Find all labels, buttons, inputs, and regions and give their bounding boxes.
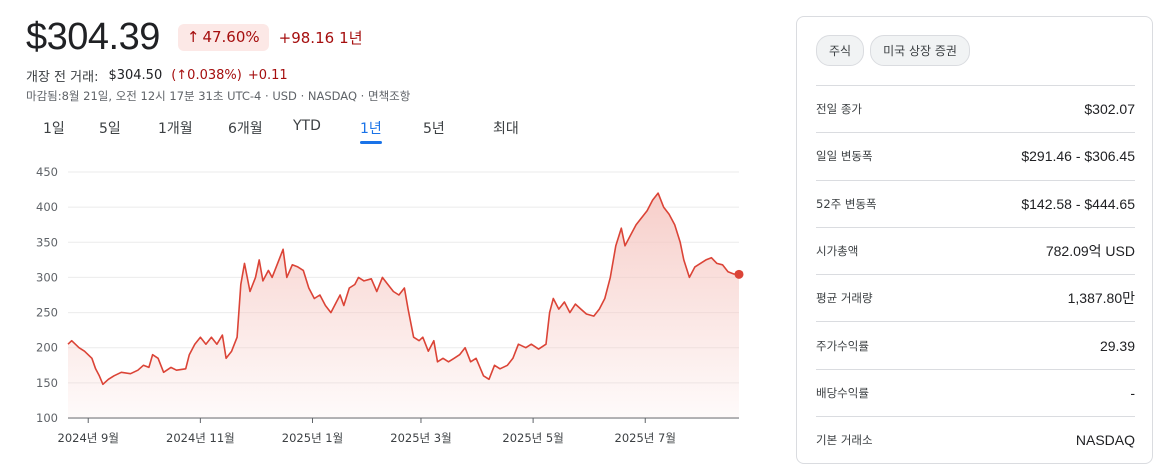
range-tab[interactable]: 5년: [423, 121, 445, 137]
stat-value: 29.39: [1099, 337, 1135, 354]
stat-row: 일일 변동폭 $291.46 - $306.45: [816, 132, 1135, 179]
change-percent-badge: ↑ 47.60%: [177, 24, 269, 51]
premarket-row: 개장 전 거래: $304.50 (↑0.038%) +0.11: [26, 66, 288, 85]
y-tick-label: 300: [36, 270, 58, 284]
y-tick-label: 400: [36, 200, 58, 214]
premarket-label: 개장 전 거래:: [26, 70, 99, 85]
x-tick-label: 2025년 3월: [390, 431, 451, 445]
range-tab[interactable]: YTD: [293, 118, 321, 134]
stats-card: 주식 미국 상장 증권 전일 종가 $302.07 일일 변동폭 $291.46 - $…: [796, 16, 1153, 464]
change-period: 1년: [339, 29, 363, 47]
range-tab[interactable]: 최대: [493, 121, 519, 137]
price-row: $304.39 ↑ 47.60% +98.16 1년: [26, 16, 363, 59]
stat-label: 배당수익률: [816, 385, 869, 400]
y-tick-label: 100: [36, 411, 58, 425]
range-tab[interactable]: 5일: [99, 121, 121, 137]
change-percent: 47.60%: [202, 28, 260, 46]
category-chip[interactable]: 미국 상장 증권: [870, 35, 970, 66]
x-tick-label: 2024년 11월: [166, 431, 235, 445]
stat-label: 주가수익률: [816, 338, 869, 353]
range-tab[interactable]: 1일: [43, 121, 65, 137]
x-tick-label: 2024년 9월: [58, 431, 119, 445]
range-tab[interactable]: 1개월: [158, 121, 193, 137]
x-tick-label: 2025년 1월: [282, 431, 343, 445]
market-meta: 마감됨:8월 21일, 오전 12시 17분 31초 UTC-4 · USD ·…: [26, 89, 411, 103]
y-tick-label: 250: [36, 306, 58, 320]
stat-row: 주가수익률 29.39: [816, 321, 1135, 368]
stat-value: 1,387.80만: [1067, 290, 1135, 307]
x-tick-label: 2025년 7월: [615, 431, 676, 445]
stat-row: 52주 변동폭 $142.58 - $444.65: [816, 179, 1135, 227]
stat-value: $291.46 - $306.45: [1021, 148, 1135, 165]
price-line: [67, 192, 740, 386]
y-tick-label: 350: [36, 235, 58, 249]
stat-value: $142.58 - $444.65: [1021, 195, 1135, 212]
x-tick-label: 2025년 5월: [502, 431, 563, 445]
premarket-price: $304.50: [108, 68, 163, 83]
stat-value: $302.07: [1084, 101, 1135, 118]
stat-row: 시가총액 782.09억 USD: [816, 226, 1135, 274]
stat-label: 시가총액: [816, 244, 859, 259]
stat-label: 52주 변동폭: [816, 196, 877, 211]
up-arrow-icon: ↑: [186, 28, 200, 46]
y-tick-label: 200: [36, 341, 58, 355]
range-tab[interactable]: 6개월: [228, 121, 263, 137]
stat-value: -: [1130, 384, 1135, 401]
stat-label: 전일 종가: [816, 102, 862, 117]
range-tab[interactable]: 1년: [360, 116, 382, 144]
stat-row: 평균 거래량 1,387.80만: [816, 274, 1135, 321]
premarket-change-percent: (↑0.038%): [171, 68, 242, 83]
y-tick-label: 450: [36, 165, 58, 179]
stats-list: 전일 종가 $302.07 일일 변동폭 $291.46 - $306.45 52주 변…: [816, 85, 1135, 463]
stat-row: 전일 종가 $302.07: [816, 85, 1135, 132]
category-chip[interactable]: 주식: [816, 35, 865, 66]
change-amount: +98.16 1년: [279, 27, 363, 48]
stat-label: 기본 거래소: [816, 433, 873, 448]
change-absolute: +98.16: [278, 29, 335, 47]
current-price-dot: [734, 269, 744, 279]
stat-value: NASDAQ: [1075, 432, 1135, 449]
y-tick-label: 150: [36, 376, 58, 390]
price-chart[interactable]: 100 150 200 250 300 350 400 450 2024년 9월 2024년 11…: [0, 160, 770, 460]
quote-panel: $304.39 ↑ 47.60% +98.16 1년 개장 전 거래: $304.…: [0, 16, 770, 460]
stat-label: 평균 거래량: [816, 291, 873, 306]
stat-value: 782.09억 USD: [1045, 243, 1135, 260]
price-area: [68, 193, 739, 418]
premarket-change-absolute: +0.11: [247, 68, 288, 83]
category-chips: 주식 미국 상장 증권: [816, 35, 976, 66]
stat-row: 기본 거래소 NASDAQ: [816, 416, 1135, 463]
stat-row: 배당수익률 -: [816, 368, 1135, 416]
current-price: $304.39: [26, 16, 160, 58]
stat-label: 일일 변동폭: [816, 149, 873, 164]
